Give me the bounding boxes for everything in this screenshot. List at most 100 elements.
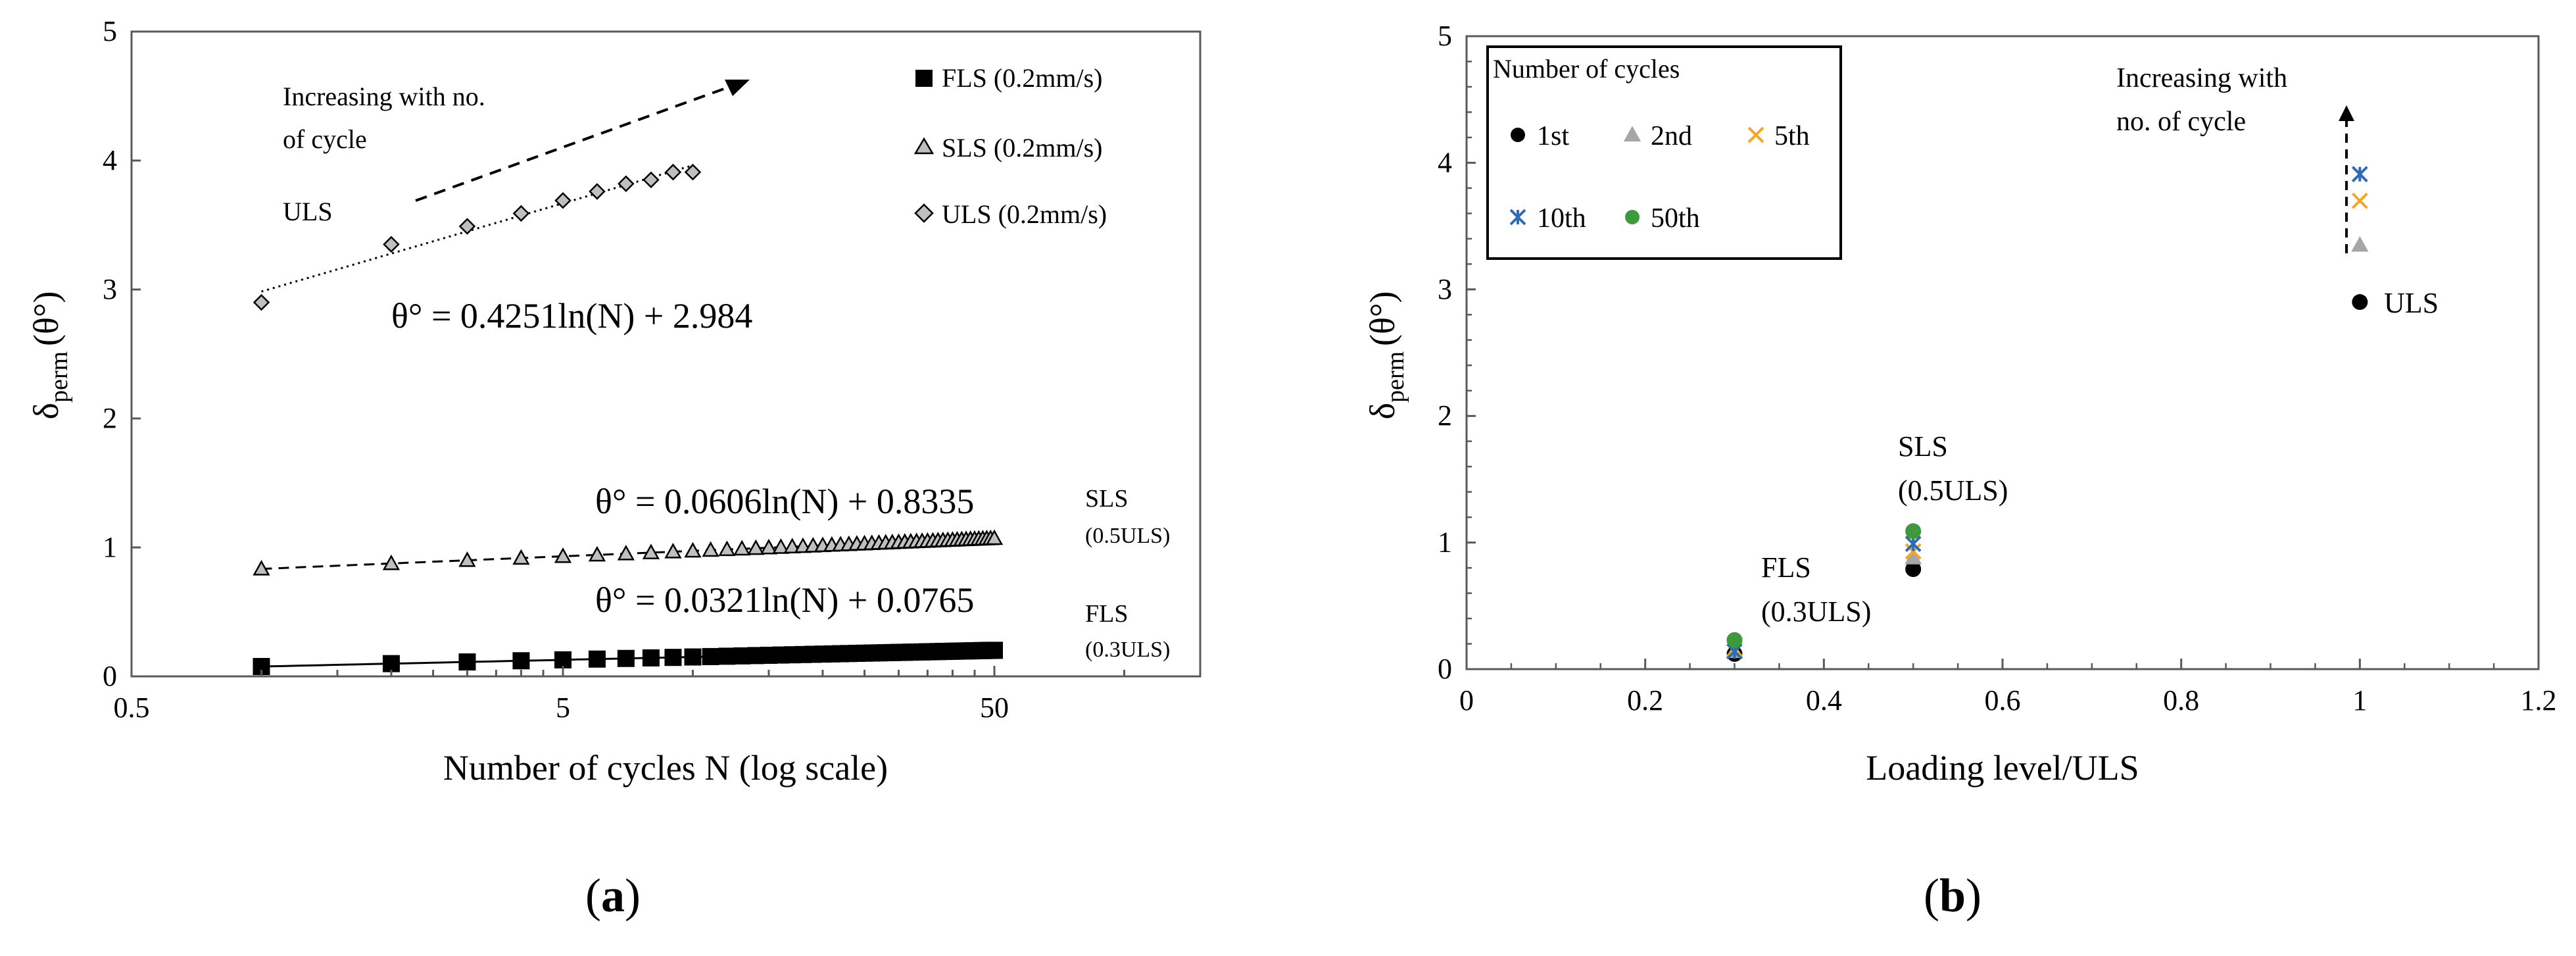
- chart-a-point-triangle: [760, 538, 778, 555]
- chart-a-y-tick-label: 5: [103, 15, 117, 47]
- chart-a-point-triangle: [772, 538, 790, 554]
- chart-a-point-diamond: [253, 293, 270, 311]
- chart-b-legend-marker-5th: [1747, 126, 1764, 143]
- chart-b-fls-line1: FLS: [1761, 551, 1811, 584]
- chart-b-x-tick-label: 0.4: [1806, 684, 1842, 717]
- chart-a-legend: FLS (0.2mm/s) SLS (0.2mm/s) ULS (0.2mm/s…: [913, 63, 1107, 229]
- legend-fls-marker: [915, 70, 933, 87]
- chart-b-y-tick-label: 0: [1438, 653, 1452, 685]
- chart-b-x-tick-label: 0.8: [2163, 684, 2199, 717]
- chart-b-fls-line2: (0.3ULS): [1761, 595, 1871, 628]
- chart-a-point-diamond: [458, 218, 476, 235]
- chart-a-point-triangle: [253, 560, 270, 576]
- chart-b-legend-label-1st: 1st: [1537, 121, 1569, 151]
- chart-a-point-triangle: [985, 529, 1004, 545]
- chart-b-point-1st: [2352, 294, 2368, 311]
- chart-b-legend-marker-1st: [1511, 128, 1525, 142]
- chart-a-uls-label: ULS: [283, 197, 333, 226]
- chart-a-point-triangle: [684, 541, 702, 558]
- chart-b: 0 1 2 3 4 5 0 0.2 0.4 0.6 0.8 1 1.2 Loading level/UL…: [1363, 20, 2557, 788]
- legend-sls-label: SLS (0.2mm/s): [942, 133, 1102, 163]
- chart-a-y-tick-label: 3: [103, 273, 117, 305]
- chart-b-x-tick-label: 0.6: [1985, 684, 2021, 717]
- chart-a-point-square: [458, 653, 476, 671]
- chart-a-point-square: [702, 647, 719, 665]
- chart-b-point-5th: [2351, 192, 2368, 209]
- chart-b-y-tick-label: 2: [1438, 399, 1452, 432]
- chart-a-y-tick-label: 0: [103, 660, 117, 692]
- chart-a-y-tick-label: 4: [103, 144, 117, 176]
- chart-b-point-50th: [1726, 632, 1743, 648]
- chart-a-eq-fls: θ° = 0.0321ln(N) + 0.0765: [595, 580, 974, 620]
- chart-b-legend-marker-10th: [1509, 209, 1526, 226]
- chart-b-x-tick-label: 1: [2352, 684, 2367, 717]
- chart-b-y-label-sub: perm: [1382, 351, 1409, 403]
- chart-b-x-axis-label: Loading level/ULS: [1866, 748, 2139, 788]
- chart-b-legend-label-5th: 5th: [1774, 121, 1810, 151]
- chart-a-point-triangle: [382, 554, 401, 570]
- chart-b-x-tick-label: 0.2: [1627, 684, 1663, 717]
- chart-a-y-label-sub: perm: [45, 351, 73, 403]
- chart-a-point-triangle: [458, 551, 476, 567]
- panel-label-b: (b): [1924, 869, 1982, 922]
- chart-a-point-triangle: [783, 538, 801, 554]
- chart-b-point-2nd: [2351, 236, 2369, 252]
- chart-a-point-diamond: [618, 175, 635, 193]
- chart-a-sls-tag-line1: SLS: [1085, 485, 1128, 513]
- chart-b-point-50th: [1905, 523, 1922, 540]
- chart-b-y-label-main: δ: [1363, 403, 1402, 419]
- chart-b-x-tick-label: 1.2: [2521, 684, 2557, 717]
- chart-a-point-square: [554, 651, 572, 668]
- chart-b-uls-label: ULS: [2384, 287, 2439, 319]
- chart-b-y-tick-label: 4: [1438, 146, 1452, 178]
- chart-a-y-axis-label: δperm (θ°): [26, 291, 73, 420]
- chart-b-increasing-line2: no. of cycle: [2116, 107, 2246, 137]
- chart-a-x-tick-label: 50: [980, 692, 1009, 724]
- chart-b-legend-label-10th: 10th: [1537, 203, 1586, 234]
- chart-b-legend-box: [1486, 45, 1842, 260]
- chart-a-y-tick-label: 1: [103, 531, 117, 563]
- chart-a-point-square: [642, 649, 660, 667]
- chart-b-legend-label-50th: 50th: [1651, 203, 1700, 234]
- chart-a-y-tick-label: 2: [103, 402, 117, 434]
- chart-b-sls-line1: SLS: [1898, 430, 1948, 463]
- chart-a-increasing-arrowhead: [725, 80, 750, 96]
- panel-label-a: (a): [585, 869, 641, 922]
- chart-b-legend: Number of cycles 1st 2nd 5th 10th 50th: [1486, 45, 1842, 260]
- chart-a-increasing-arrow: [415, 83, 737, 202]
- chart-b-x-tick-label: 0: [1459, 684, 1474, 717]
- chart-a-point-triangle: [747, 539, 765, 555]
- chart-a-point-triangle: [718, 540, 736, 557]
- chart-a-increasing-line1: Increasing with no.: [283, 82, 485, 111]
- chart-a-point-square: [986, 642, 1004, 659]
- chart-a-fls-tag-line1: FLS: [1085, 600, 1128, 628]
- chart-a-sls-tag-line2: (0.5ULS): [1085, 524, 1170, 548]
- chart-a-point-triangle: [642, 543, 660, 559]
- chart-b-point-2nd: [1905, 549, 1922, 565]
- chart-a-y-label-tail: (θ°): [26, 291, 66, 346]
- chart-b-increasing-line1: Increasing with: [2116, 63, 2287, 93]
- chart-a-y-label-main: δ: [26, 403, 66, 419]
- chart-b-y-tick-label: 1: [1438, 526, 1452, 559]
- panel-label-a-letter: a: [600, 869, 625, 922]
- chart-a-increasing-line2: of cycle: [283, 124, 367, 154]
- chart-a-point-triangle: [588, 545, 606, 562]
- chart-b-legend-title: Number of cycles: [1493, 54, 1680, 84]
- chart-a-eq-sls: θ° = 0.0606ln(N) + 0.8335: [595, 482, 974, 521]
- chart-a-point-triangle: [512, 549, 530, 565]
- legend-uls-marker: [914, 203, 934, 223]
- legend-uls-label: ULS (0.2mm/s): [942, 199, 1107, 229]
- chart-a-point-triangle: [617, 544, 635, 561]
- legend-sls-marker: [913, 137, 935, 155]
- chart-a-fls-tag-line2: (0.3ULS): [1085, 638, 1170, 662]
- chart-a-point-diamond: [589, 183, 606, 200]
- chart-a-point-square: [512, 652, 530, 670]
- chart-b-legend-marker-2nd: [1623, 126, 1641, 142]
- legend-fls-label: FLS (0.2mm/s): [942, 63, 1102, 93]
- chart-a-x-tick-label: 5: [556, 692, 570, 724]
- chart-a-point-square: [684, 648, 702, 666]
- chart-a-point-square: [718, 647, 736, 665]
- chart-a-plot-area: [130, 30, 1202, 678]
- chart-b-y-axis-label: δperm (θ°): [1363, 291, 1409, 420]
